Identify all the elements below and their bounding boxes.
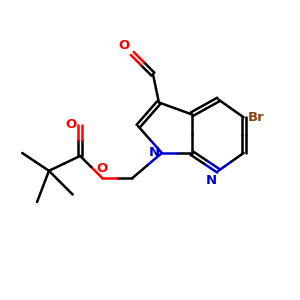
Text: O: O: [118, 39, 129, 52]
Text: N: N: [206, 174, 217, 187]
Text: O: O: [97, 162, 108, 175]
Text: O: O: [65, 118, 76, 131]
Text: Br: Br: [248, 111, 265, 124]
Text: N: N: [148, 146, 160, 160]
